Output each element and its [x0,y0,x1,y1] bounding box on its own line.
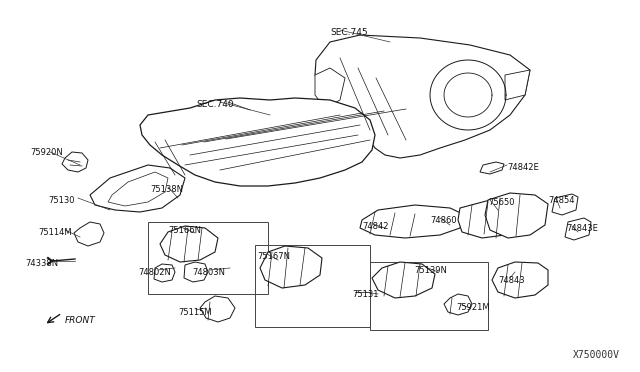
Polygon shape [160,226,218,262]
Polygon shape [485,193,548,238]
Polygon shape [444,294,472,315]
Text: 75114M: 75114M [38,228,72,237]
Text: 74843E: 74843E [566,224,598,233]
Text: 74860: 74860 [430,216,456,225]
Text: 74842: 74842 [362,222,388,231]
Text: 75167N: 75167N [257,252,290,261]
Polygon shape [184,262,208,282]
Text: FRONT: FRONT [65,316,96,325]
Polygon shape [74,222,104,246]
Text: 74338N: 74338N [25,259,58,268]
Text: 75130: 75130 [48,196,74,205]
Polygon shape [565,218,591,240]
Text: 74843: 74843 [498,276,525,285]
Text: X750000V: X750000V [573,350,620,360]
Text: 74802N: 74802N [138,268,171,277]
Text: 75166N: 75166N [168,226,201,235]
Polygon shape [154,264,175,282]
Bar [255,245,370,327]
Text: 75650: 75650 [488,198,515,207]
Polygon shape [458,200,520,238]
Polygon shape [260,246,322,288]
Text: 75115M: 75115M [178,308,212,317]
Text: 75920N: 75920N [30,148,63,157]
Polygon shape [360,205,465,238]
Text: SEC.745: SEC.745 [330,28,367,37]
Polygon shape [200,296,235,322]
Text: 75138N: 75138N [150,185,183,194]
Polygon shape [505,70,530,100]
Bar [370,262,488,330]
Polygon shape [140,98,375,186]
Polygon shape [552,194,578,215]
Polygon shape [492,262,548,298]
Text: 75131: 75131 [352,290,378,299]
Polygon shape [315,35,530,158]
Text: 74842E: 74842E [507,163,539,172]
Text: SEC.740: SEC.740 [196,100,234,109]
Text: 75139N: 75139N [414,266,447,275]
Polygon shape [90,165,185,212]
Polygon shape [62,152,88,172]
Polygon shape [315,68,345,108]
Bar [148,222,268,294]
Polygon shape [108,172,168,206]
Text: 75921M: 75921M [456,303,490,312]
Polygon shape [480,162,504,174]
Text: 74803N: 74803N [192,268,225,277]
Polygon shape [372,262,435,298]
Text: 74854: 74854 [548,196,575,205]
